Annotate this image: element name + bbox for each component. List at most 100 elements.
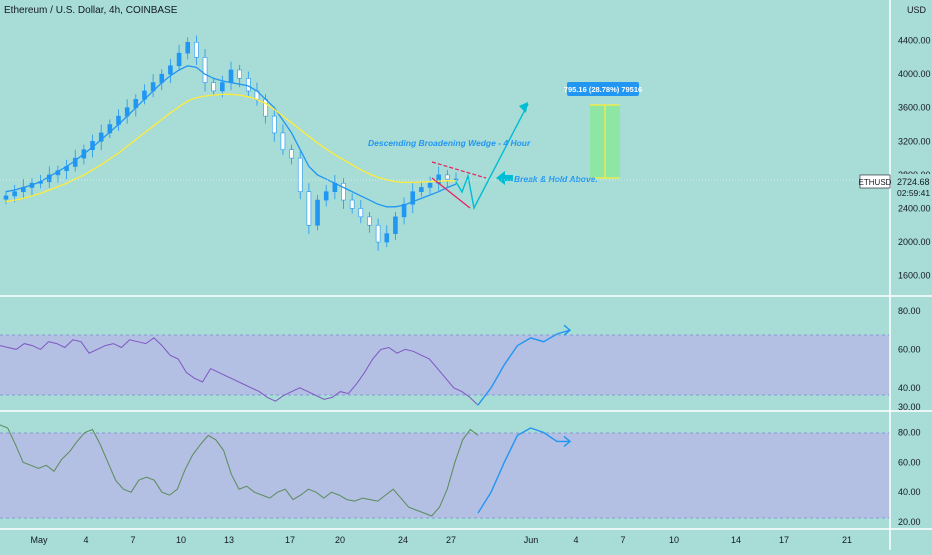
rsi-projection (477, 329, 571, 406)
candle-body (349, 199, 355, 209)
time-axis[interactable]: May 4 7 10 13 17 20 24 27 Jun 4 7 10 14 17 21 (30, 535, 852, 545)
price-tick-label: 4000.00 (898, 69, 931, 79)
candle-body (176, 52, 182, 67)
bar-countdown: 02:59:41 (897, 188, 930, 198)
candle-body (323, 191, 329, 201)
candle-body (237, 69, 242, 79)
candle-body (194, 41, 199, 58)
projection-zigzag (455, 103, 529, 211)
candle-body (202, 57, 208, 83)
price-tick-label: 2400.00 (898, 203, 931, 213)
time-tick-label: 10 (176, 535, 186, 545)
time-tick-label: 4 (573, 535, 578, 545)
candle-body (401, 203, 407, 218)
candle-body (211, 82, 216, 92)
wedge-lower-line (431, 177, 471, 209)
time-tick-label: 21 (842, 535, 852, 545)
rsi-projection-arrowhead (563, 324, 572, 336)
target-measure: 795.16 (28.78%) 79516 (564, 82, 642, 179)
rsi-tick-label: 60.00 (898, 344, 921, 354)
candle-body (315, 199, 320, 226)
stoch-tick-label: 40.00 (898, 487, 921, 497)
time-tick-label: 24 (398, 535, 408, 545)
price-tick-label: 3200.00 (898, 136, 931, 146)
chart-title: Ethereum / U.S. Dollar, 4h, COINBASE (4, 5, 178, 16)
candle-body (168, 65, 173, 75)
stoch-axis[interactable]: 80.00 60.00 40.00 20.00 (898, 427, 921, 527)
time-tick-label: 10 (669, 535, 679, 545)
candle-body (228, 69, 234, 83)
stoch-tick-label: 20.00 (898, 517, 921, 527)
time-tick-label: 17 (779, 535, 789, 545)
measure-label-box (567, 82, 639, 96)
break-arrow-icon (496, 171, 513, 185)
candle-body (384, 233, 390, 243)
time-tick-label: 4 (83, 535, 88, 545)
candle-body (367, 216, 372, 226)
last-price: 2724.68 (897, 177, 930, 187)
stoch-projection-arrowhead (563, 435, 572, 447)
break-annotation: Break & Hold Above. (514, 174, 598, 184)
candles (3, 35, 459, 251)
symbol-tag: ETHUSD (859, 178, 892, 187)
candle-body (271, 115, 277, 134)
candle-body (419, 187, 424, 192)
candle-body (410, 191, 416, 205)
wedge-drawing (431, 161, 487, 209)
candle-body (185, 41, 191, 54)
candle-body (263, 99, 268, 117)
rsi-indicator (0, 324, 572, 406)
symbol-tag-box (859, 174, 891, 189)
price-tick-label: 4400.00 (898, 36, 931, 46)
time-tick-label: 7 (130, 535, 135, 545)
break-arrow (496, 171, 513, 185)
candle-body (246, 78, 251, 92)
candle-body (445, 174, 450, 180)
currency-label: USD (907, 5, 927, 15)
candle-body (393, 216, 398, 234)
rsi-tick-label: 80.00 (898, 306, 921, 316)
projection-arrowhead (519, 102, 528, 113)
measure-label: 795.16 (28.78%) 79516 (564, 85, 642, 94)
time-tick-label: 7 (620, 535, 625, 545)
candle-body (427, 182, 433, 188)
candle-body (306, 191, 312, 226)
candle-body (341, 182, 346, 201)
candle-body (280, 132, 286, 151)
ma-fast-line (5, 65, 457, 208)
stoch-band (0, 433, 890, 518)
time-tick-label: May (30, 535, 48, 545)
wedge-annotation: Descending Broadening Wedge - 4 Hour (368, 138, 531, 148)
moving-averages (5, 65, 457, 208)
price-tick-label: 2000.00 (898, 237, 931, 247)
price-tick-label: 3600.00 (898, 103, 931, 113)
stoch-line (0, 424, 479, 517)
candle-body (3, 195, 9, 200)
stoch-tick-label: 60.00 (898, 457, 921, 467)
time-tick-label: 17 (285, 535, 295, 545)
candle-body (297, 157, 303, 192)
candle-body (375, 224, 381, 243)
rsi-band (0, 335, 890, 395)
ma-slow-line (5, 93, 456, 203)
stoch-tick-label: 80.00 (898, 427, 921, 437)
wedge-upper-line (431, 161, 487, 179)
rsi-tick-label: 30.00 (898, 402, 921, 412)
rsi-axis[interactable]: 80.00 60.00 40.00 30.00 (898, 306, 921, 412)
price-tag-box (892, 174, 932, 198)
time-tick-label: 20 (335, 535, 345, 545)
stoch-indicator (0, 424, 572, 517)
rsi-tick-label: 40.00 (898, 383, 921, 393)
time-tick-label: Jun (524, 535, 539, 545)
last-price-tag[interactable]: ETHUSD 2724.68 02:59:41 (859, 174, 932, 198)
time-tick-label: 13 (224, 535, 234, 545)
candle-body (358, 208, 364, 218)
rsi-line (0, 337, 479, 406)
price-tick-label: 1600.00 (898, 271, 931, 281)
time-tick-label: 27 (446, 535, 456, 545)
candle-body (289, 149, 294, 159)
stoch-projection (477, 427, 570, 514)
candle-body (12, 191, 17, 197)
